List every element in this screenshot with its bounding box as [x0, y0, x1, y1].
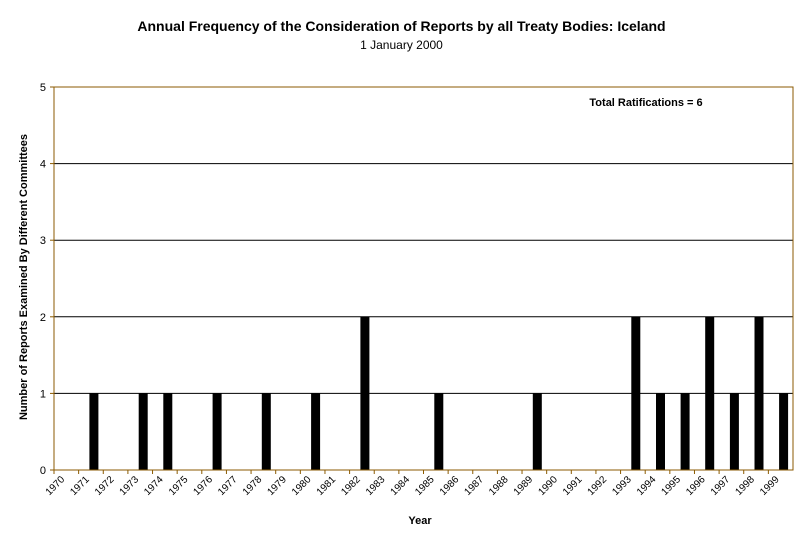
x-tick-label: 1997 — [709, 474, 733, 498]
x-tick-label: 1981 — [315, 474, 339, 498]
x-tick-label: 1974 — [142, 474, 166, 498]
x-tick-label: 1986 — [438, 474, 462, 498]
x-tick-label: 1983 — [364, 474, 388, 498]
total-ratifications-annotation: Total Ratifications = 6 — [589, 97, 702, 109]
x-tick-label: 1972 — [93, 474, 117, 498]
x-tick-label: 1980 — [290, 474, 314, 498]
bar-1996 — [705, 316, 715, 470]
bar-1994 — [656, 393, 665, 470]
x-tick-label: 1992 — [586, 474, 610, 498]
chart-subtitle: 1 January 2000 — [360, 38, 443, 52]
y-tick-label: 1 — [40, 388, 46, 400]
x-tick-label: 1978 — [241, 474, 265, 498]
bar-1974 — [163, 393, 173, 470]
x-tick-label: 1971 — [68, 474, 92, 498]
bar-1971 — [89, 393, 99, 470]
x-tick-label: 1982 — [339, 474, 363, 498]
x-tick-label: 1987 — [463, 474, 487, 498]
x-tick-label: 1998 — [733, 474, 757, 498]
x-tick-label: 1975 — [167, 474, 191, 498]
y-tick-label: 5 — [40, 82, 46, 94]
x-tick-label: 1970 — [44, 474, 68, 498]
y-tick-label: 4 — [40, 159, 46, 171]
bar-1999 — [779, 393, 789, 470]
bar-1978 — [261, 393, 271, 470]
bar-1993 — [631, 316, 641, 470]
bar-1980 — [311, 393, 321, 470]
x-tick-labels: 1970 1971 1972 1973 1974 1975 1976 1977 1978 1979… — [44, 474, 782, 498]
bar-1998 — [754, 316, 764, 470]
y-axis-title: Number of Reports Examined By Different … — [18, 134, 30, 420]
x-tick-label: 1993 — [610, 474, 634, 498]
bar-1976 — [212, 393, 222, 470]
y-tick-label: 2 — [40, 312, 46, 324]
grid-lines — [54, 86, 793, 394]
bar-1989 — [532, 393, 542, 470]
x-tick-label: 1976 — [192, 474, 216, 498]
bar-1982 — [360, 316, 370, 470]
x-tick-label: 1973 — [118, 474, 142, 498]
bars — [89, 316, 789, 470]
x-tick-label: 1979 — [265, 474, 289, 498]
bar-1985 — [434, 393, 444, 470]
y-tick-label: 0 — [40, 465, 46, 477]
bar-1997 — [729, 393, 739, 470]
x-tick-label: 1984 — [389, 474, 413, 498]
bar-1995 — [680, 393, 690, 470]
axes — [50, 86, 794, 474]
x-tick-label: 1977 — [216, 474, 240, 498]
y-tick-labels: 0 1 2 3 4 5 — [40, 82, 46, 477]
y-tick-label: 3 — [40, 235, 46, 247]
x-axis-title: Year — [408, 515, 432, 527]
x-tick-label: 1994 — [635, 474, 659, 498]
x-tick-label: 1990 — [536, 474, 560, 498]
bar-1973 — [138, 393, 148, 470]
x-tick-label: 1995 — [660, 474, 684, 498]
chart-title: Annual Frequency of the Consideration of… — [137, 18, 666, 34]
x-tick-label: 1991 — [561, 474, 585, 498]
x-tick-label: 1989 — [512, 474, 536, 498]
x-tick-label: 1988 — [487, 474, 511, 498]
x-tick-label: 1996 — [684, 474, 708, 498]
x-tick-label: 1985 — [413, 474, 437, 498]
x-tick-label: 1999 — [758, 474, 782, 498]
